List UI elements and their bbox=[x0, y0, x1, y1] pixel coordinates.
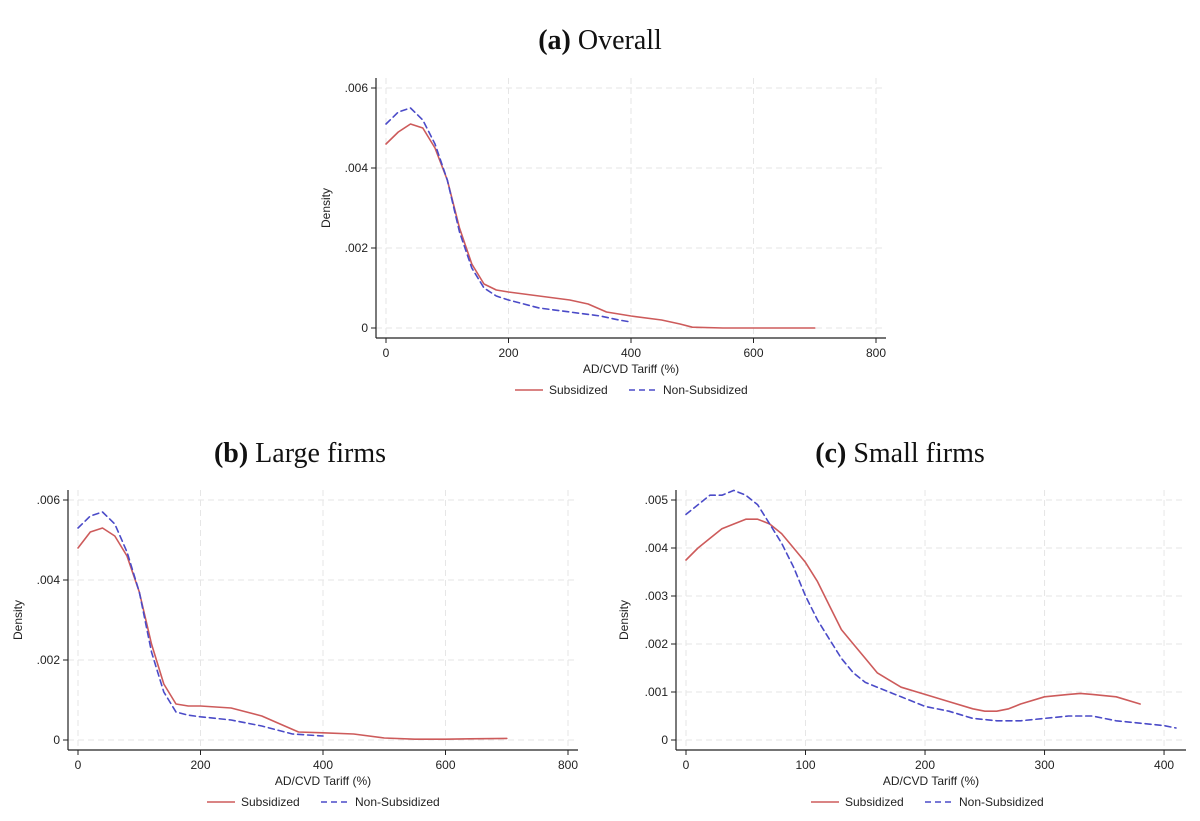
panel-b-series-non-subsidized-line bbox=[77, 511, 324, 737]
panel-a-ytick-label: .002 bbox=[345, 241, 369, 255]
panel-c-ytick-label: .003 bbox=[645, 589, 669, 603]
panel-a-ytick-label: .004 bbox=[345, 161, 369, 175]
panel-a-y-axis-title: Density bbox=[319, 188, 333, 228]
panel-b-legend: Subsidized Non-Subsidized bbox=[207, 795, 440, 809]
panel-b-title-text: Large firms bbox=[255, 438, 387, 469]
panel-c-xtick-label: 0 bbox=[683, 758, 690, 772]
panel-c-title-text: Small firms bbox=[853, 438, 985, 469]
panel-b-series-subsidized-line bbox=[77, 527, 508, 741]
panel-a-xtick-label: 400 bbox=[621, 346, 641, 360]
legend-label-subsidized: Subsidized bbox=[241, 795, 300, 809]
panel-b-xtick-label: 800 bbox=[558, 758, 578, 772]
panel-a-xtick-label: 600 bbox=[743, 346, 763, 360]
panel-c-title: (c) Small firms bbox=[770, 438, 1030, 470]
panel-b-label: (b) bbox=[213, 438, 249, 469]
panel-c-ytick-label: .001 bbox=[645, 685, 669, 699]
panel-b-plot: 0 .002 .004 .006 0 200 400 600 800 AD/CVD Tariff … bbox=[11, 490, 578, 809]
panel-a-ytick-label: .006 bbox=[345, 81, 369, 95]
legend-label-non-subsidized: Non-Subsidized bbox=[355, 795, 440, 809]
panel-b-ytick-label: .002 bbox=[37, 653, 61, 667]
panel-a-plot: 0 .002 .004 .006 0 200 400 600 800 AD/CVD Tariff … bbox=[319, 78, 886, 397]
panel-c-legend: Subsidized Non-Subsidized bbox=[811, 795, 1044, 809]
panel-a-x-axis-title: AD/CVD Tariff (%) bbox=[583, 362, 679, 376]
panel-c-ytick-label: 0 bbox=[661, 733, 668, 747]
panel-c-ytick-label: .004 bbox=[645, 541, 669, 555]
panel-b-ytick-label: .006 bbox=[37, 493, 61, 507]
panel-a-ytick-label: 0 bbox=[361, 321, 368, 335]
panel-c-xtick-label: 100 bbox=[795, 758, 815, 772]
panel-b-title: (b) Large firms bbox=[170, 438, 430, 470]
panel-c-y-axis-title: Density bbox=[617, 600, 631, 640]
panel-b-xtick-label: 0 bbox=[75, 758, 82, 772]
panel-c-xtick-label: 200 bbox=[915, 758, 935, 772]
panel-a-legend: Subsidized Non-Subsidized bbox=[515, 383, 748, 397]
panel-a-series-non-subsidized-line bbox=[385, 107, 632, 323]
panel-c-x-axis-title: AD/CVD Tariff (%) bbox=[883, 774, 979, 788]
panel-b-xtick-label: 200 bbox=[190, 758, 210, 772]
panel-a-title-text: Overall bbox=[577, 25, 662, 56]
legend-label-non-subsidized: Non-Subsidized bbox=[663, 383, 748, 397]
panel-a-series-subsidized-line bbox=[385, 123, 816, 329]
panel-c-ytick-label: .005 bbox=[645, 493, 669, 507]
panel-c-series-non-subsidized-line bbox=[685, 489, 1177, 729]
panel-c-label: (c) bbox=[815, 438, 847, 469]
legend-label-non-subsidized: Non-Subsidized bbox=[959, 795, 1044, 809]
panel-b-ytick-label: 0 bbox=[53, 733, 60, 747]
panel-c-series-subsidized-line bbox=[685, 518, 1141, 713]
legend-label-subsidized: Subsidized bbox=[549, 383, 608, 397]
panel-c-xtick-label: 400 bbox=[1154, 758, 1174, 772]
panel-a-xtick-label: 800 bbox=[866, 346, 886, 360]
panel-c-xtick-label: 300 bbox=[1035, 758, 1055, 772]
panel-b-x-axis-title: AD/CVD Tariff (%) bbox=[275, 774, 371, 788]
panel-b-xtick-label: 400 bbox=[313, 758, 333, 772]
panel-a-xtick-label: 200 bbox=[498, 346, 518, 360]
panel-a-xtick-label: 0 bbox=[383, 346, 390, 360]
panel-c-ytick-label: .002 bbox=[645, 637, 669, 651]
legend-label-subsidized: Subsidized bbox=[845, 795, 904, 809]
panel-c-plot: 0 .001 .002 .003 .004 .005 0 100 200 300 400 AD/CVD… bbox=[617, 489, 1186, 809]
panel-b-xtick-label: 600 bbox=[435, 758, 455, 772]
panel-b-y-axis-title: Density bbox=[11, 600, 25, 640]
panel-a-label: (a) bbox=[538, 25, 571, 56]
panel-a-title: (a) Overall bbox=[470, 25, 730, 57]
panel-b-ytick-label: .004 bbox=[37, 573, 61, 587]
